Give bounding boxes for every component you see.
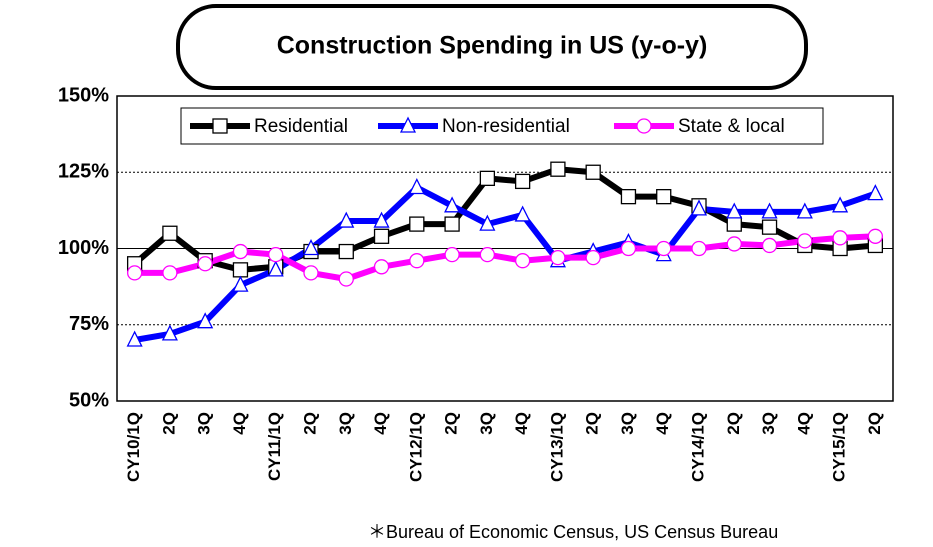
point [303,265,319,281]
legend-marker [212,118,228,134]
y-tick-label: 50% [69,389,109,411]
series-line [134,184,877,343]
x-tick-label: 4Q [794,412,813,435]
x-tick-label: CY13/1Q [547,412,566,482]
series-line [132,166,876,273]
point [267,260,284,277]
x-tick-label: CY12/1Q [406,412,425,482]
point [620,188,637,205]
x-tick-label: 2Q [865,412,884,435]
point [620,240,637,257]
point [797,233,813,249]
point [867,184,884,201]
point [162,265,178,281]
point [126,265,143,281]
point [479,214,496,231]
point [796,202,813,219]
point [656,188,672,205]
x-tick-label: 2Q [300,412,319,435]
point [232,243,249,260]
title-box [176,4,808,90]
point [479,170,496,187]
x-tick-label: 3Q [336,412,355,435]
x-tick-label: 2Q [583,412,602,435]
point [690,199,708,216]
point [232,275,249,292]
legend-label: Non-residential [442,116,570,137]
legend-marker [399,116,417,133]
chart-title: Construction Spending in US (y-o-y) [277,32,708,60]
point [408,178,425,195]
point [656,240,672,257]
point [302,239,320,256]
point [444,246,460,263]
point [126,330,143,347]
point [409,253,425,269]
point [514,205,531,222]
point [726,216,742,232]
point [550,161,566,177]
point [585,164,601,180]
x-tick-label: 2Q [159,412,178,435]
y-tick-label: 125% [58,161,109,183]
x-tick-label: 3Q [195,412,214,435]
point [338,243,354,260]
point [550,249,566,266]
x-tick-label: 4Q [653,412,672,435]
legend [180,107,824,145]
legend-label: State & local [678,116,785,137]
source-note: ＊Bureau of Economic Census, US Census Bu… [368,522,778,542]
point [197,256,213,272]
y-tick-label: 75% [69,313,109,335]
x-tick-label: 4Q [371,412,390,435]
point [761,237,778,254]
point [691,240,707,257]
point [444,196,461,213]
point [162,225,178,241]
x-tick-label: 3Q [759,412,778,435]
point [514,173,531,190]
point [373,228,390,244]
x-tick-label: 3Q [477,412,496,435]
point [338,271,354,287]
point [268,246,284,263]
point [444,216,460,232]
x-tick-label: 2Q [442,412,461,435]
point [726,236,742,252]
point [761,202,778,219]
point [197,312,214,329]
legend-label: Residential [254,116,348,137]
x-tick-label: CY11/1Q [265,412,284,481]
series-line [134,233,876,282]
point [514,253,531,269]
point [479,246,496,263]
legend-marker [636,118,652,134]
point [161,324,178,341]
point [585,249,601,266]
x-tick-label: 4Q [230,412,249,435]
x-tick-label: CY15/1Q [830,412,849,482]
point [867,228,884,244]
point [409,216,425,232]
x-tick-label: 3Q [618,412,637,435]
y-tick-label: 100% [58,237,109,259]
point [373,259,390,275]
x-tick-label: CY14/1Q [688,412,707,482]
point [373,211,390,228]
point [832,196,849,213]
y-tick-label: 150% [58,84,109,106]
point [832,230,848,246]
point [726,202,743,219]
x-tick-label: CY10/1Q [124,412,143,482]
x-tick-label: 4Q [512,412,531,435]
point [232,262,249,278]
point [761,219,778,235]
point [338,211,355,228]
x-tick-label: 2Q [724,412,743,435]
